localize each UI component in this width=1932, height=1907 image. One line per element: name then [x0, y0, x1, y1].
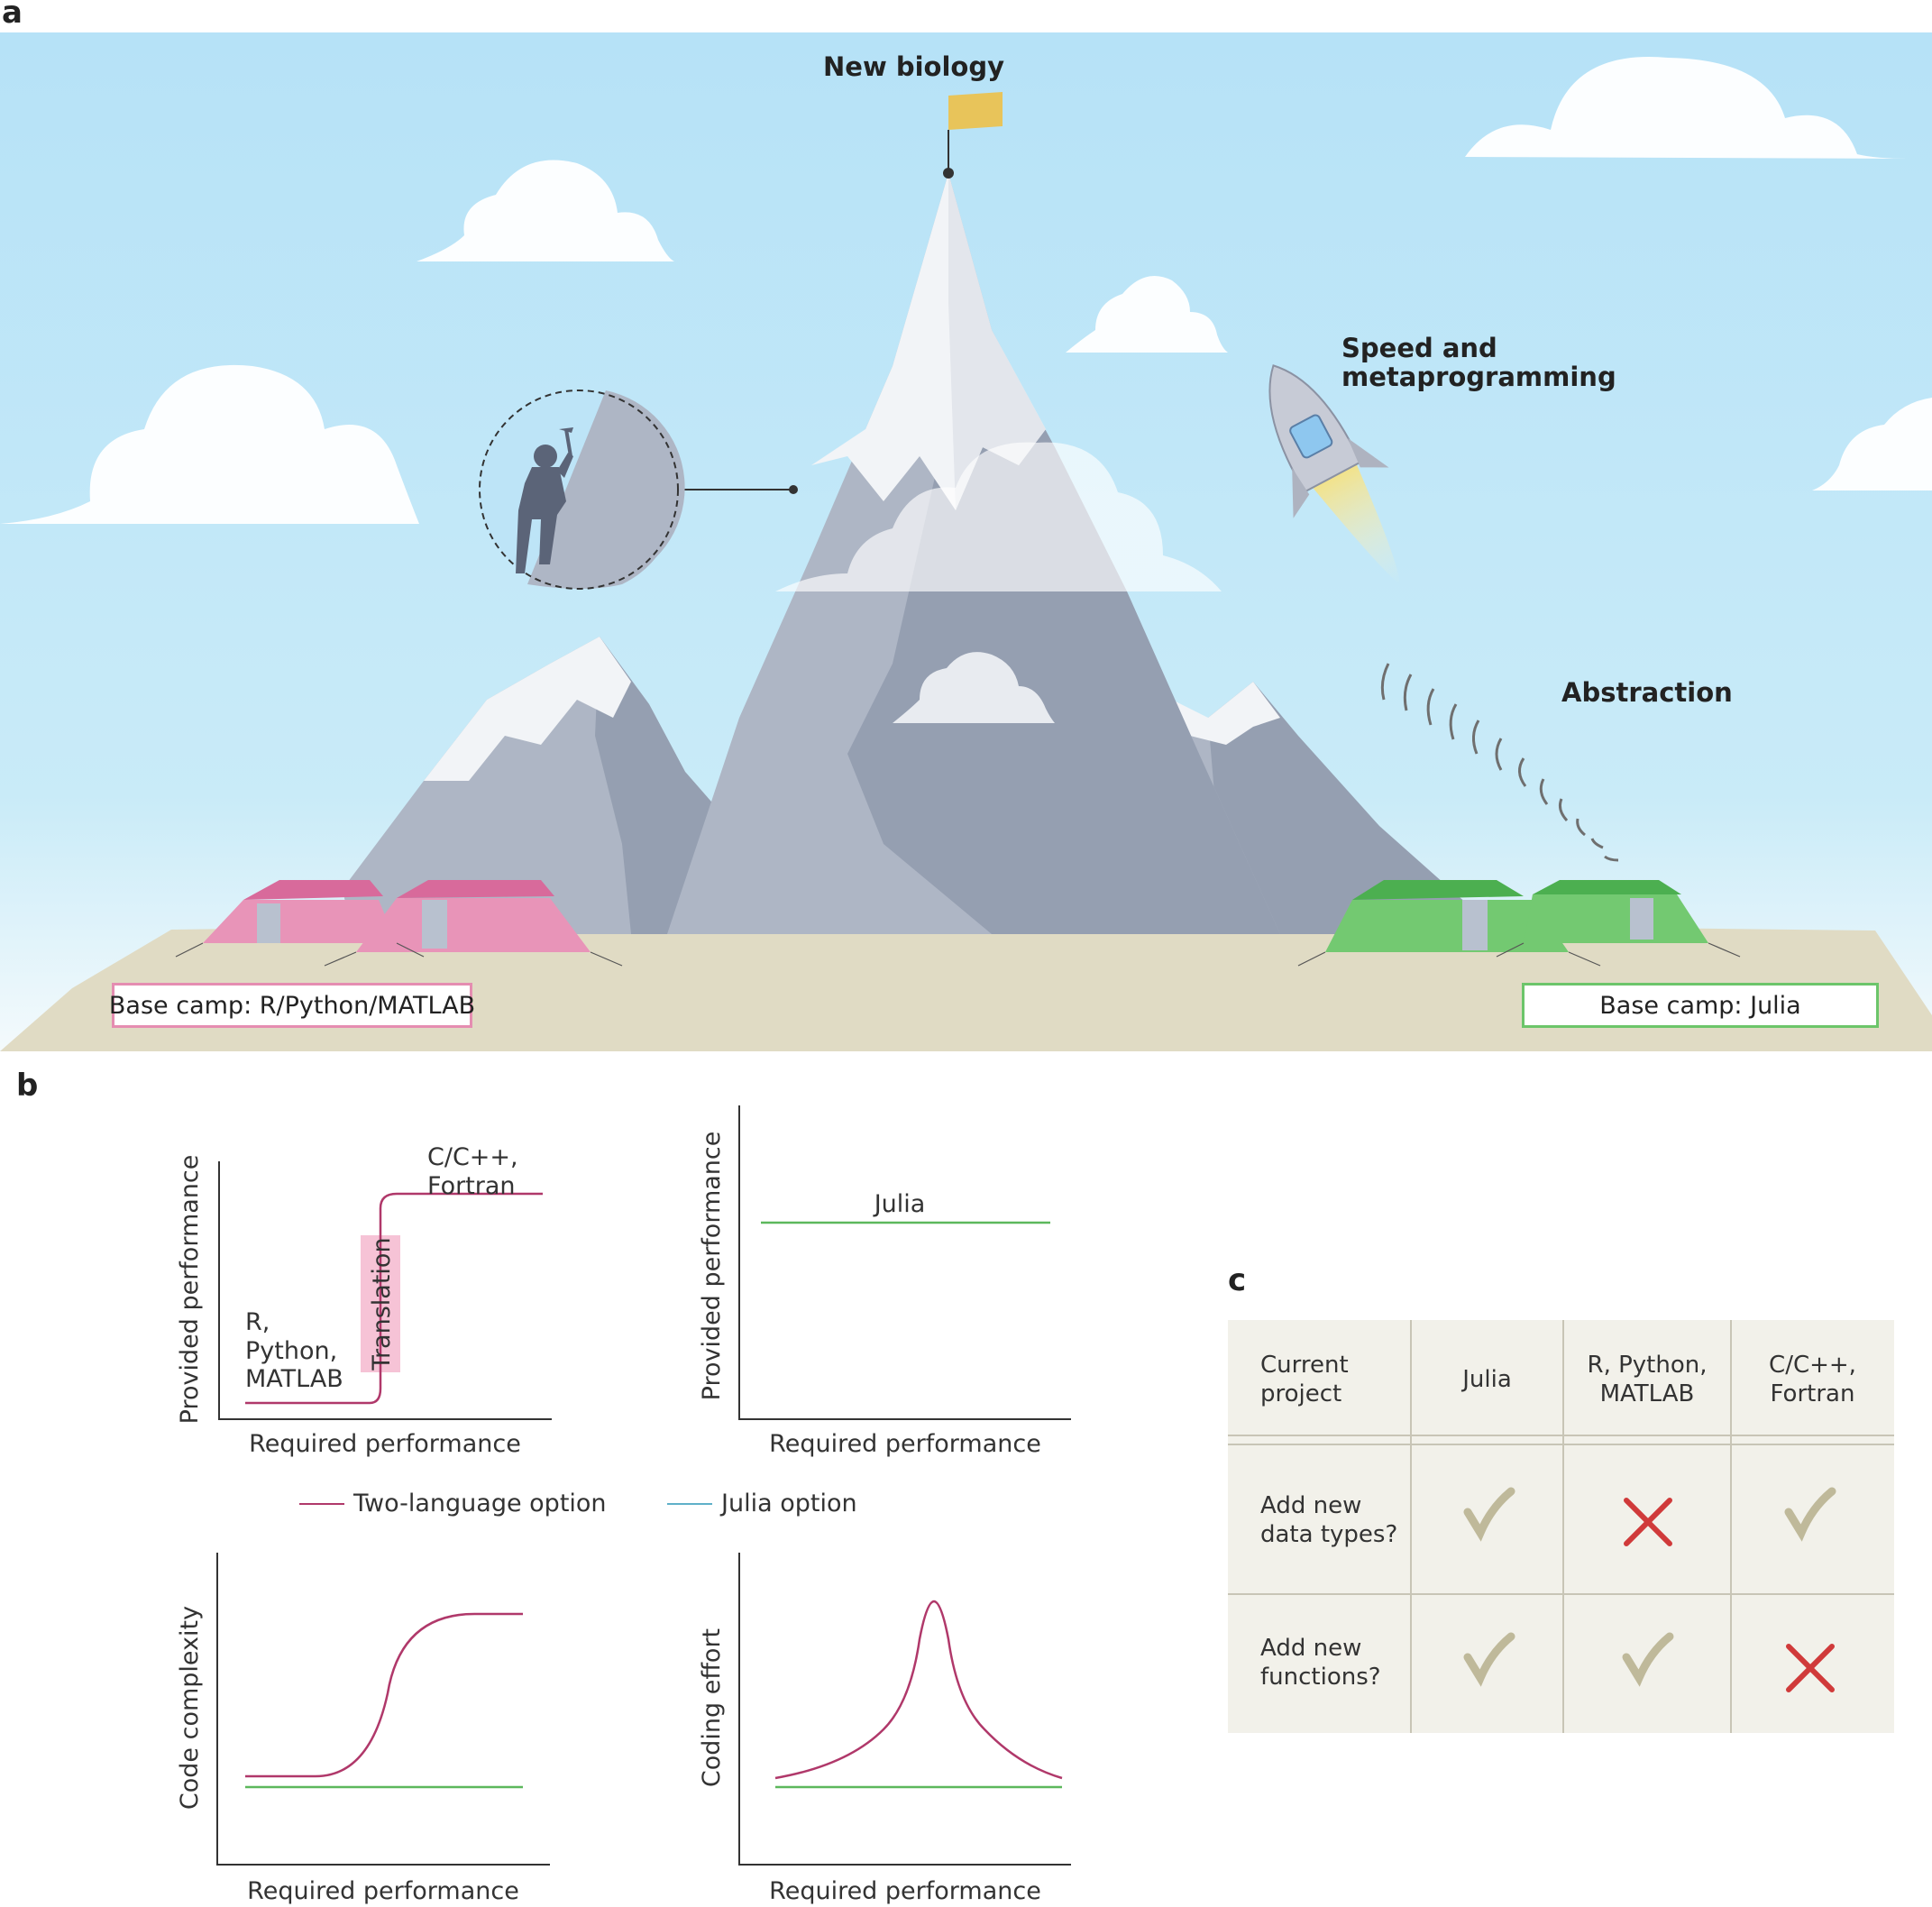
camp-left-label: Base camp: R/Python/MATLAB	[109, 983, 475, 1028]
plot-code-complexity: Required performance Code complexity	[171, 1549, 577, 1905]
tents-green	[1297, 880, 1741, 967]
header-rpy-line1: R, Python,	[1587, 1352, 1708, 1379]
header-cpp-line2: Fortran	[1770, 1380, 1855, 1407]
abstraction-label: Abstraction	[1561, 677, 1733, 708]
plot3-line-two-language	[245, 1612, 523, 1778]
plot1-low-line1: R,	[245, 1308, 270, 1336]
legend-swatch-two-language	[299, 1502, 344, 1505]
plot4-xlabel: Required performance	[769, 1877, 1041, 1905]
header-cpp-line1: C/C++,	[1769, 1352, 1856, 1379]
abstraction-waves	[1380, 663, 1619, 862]
climber-inset	[479, 390, 685, 590]
tents-pink	[175, 880, 623, 967]
plot-coding-effort: Required performance Coding effort	[694, 1549, 1082, 1905]
cloud-small-mountain	[893, 652, 1055, 723]
comparison-table: Current project Julia R, Python, MATLAB …	[1228, 1320, 1894, 1733]
rocket-label-line2: metaprogramming	[1341, 362, 1616, 392]
legend-label-julia: Julia option	[721, 1490, 857, 1517]
cloud-left	[0, 364, 419, 524]
plot2-julia-label: Julia	[873, 1190, 926, 1218]
plot4-ylabel: Coding effort	[698, 1628, 726, 1787]
plot1-low-line3: MATLAB	[245, 1365, 343, 1393]
plot2-ylabel: Provided performance	[698, 1132, 726, 1401]
plot1-high-line2: Fortran	[427, 1172, 516, 1200]
cloud-top-right	[1465, 57, 1909, 159]
mountain-illustration	[0, 32, 1932, 1051]
plot-two-language-performance: Required performance Provided performanc…	[171, 1143, 577, 1461]
row1-label-line2: data types?	[1260, 1521, 1398, 1548]
ground	[0, 925, 1932, 1051]
plot-julia-performance: Julia Required performance Provided perf…	[694, 1102, 1082, 1461]
plot1-xlabel: Required performance	[249, 1430, 521, 1458]
plot3-ylabel: Code complexity	[176, 1606, 204, 1810]
rocket-icon	[1268, 364, 1400, 584]
panel-letter-a: a	[2, 0, 23, 31]
legend-two-language: Two-language option	[299, 1490, 607, 1517]
row1-label-line1: Add new	[1260, 1492, 1362, 1519]
flag	[948, 92, 1003, 130]
row2-label-line1: Add new	[1260, 1635, 1362, 1662]
plot1-ylabel: Provided performance	[176, 1155, 204, 1425]
plot4-line-two-language	[774, 1600, 1063, 1780]
plot1-line	[245, 1192, 543, 1405]
plot3-axes	[216, 1553, 550, 1866]
panel-letter-b: b	[16, 1068, 39, 1104]
legend-julia: Julia option	[667, 1490, 857, 1517]
snow-left	[424, 637, 631, 781]
rocket-label-line1: Speed and	[1341, 333, 1497, 363]
plot2-axes	[738, 1105, 1071, 1420]
plot3-xlabel: Required performance	[247, 1877, 519, 1905]
plot1-high-line1: C/C++,	[427, 1143, 518, 1171]
climber-icon	[516, 427, 573, 573]
cloud-right-edge	[1812, 398, 1932, 491]
cloud-on-mountain	[775, 442, 1222, 591]
summit-label: New biology	[823, 51, 1004, 82]
legend-swatch-julia	[667, 1502, 712, 1505]
panel-letter-c: c	[1228, 1262, 1247, 1298]
check-icon-r1-cpp	[1784, 1487, 1836, 1542]
table-grid	[1228, 1320, 1894, 1733]
check-icon-r2-julia	[1463, 1632, 1515, 1687]
cross-icon-r2-cpp	[1786, 1644, 1835, 1692]
row2-label-line2: functions?	[1260, 1664, 1381, 1691]
plot1-low-line2: Python,	[245, 1337, 337, 1365]
plot1-translation-label: Translation	[368, 1237, 396, 1371]
plot1-axes	[218, 1161, 552, 1420]
header-project-line1: Current	[1260, 1352, 1349, 1379]
header-project-line2: project	[1260, 1380, 1342, 1407]
plot2-xlabel: Required performance	[769, 1430, 1041, 1458]
cloud-mid	[1066, 276, 1228, 353]
header-rpy-line2: MATLAB	[1599, 1380, 1695, 1407]
mountain-scene: New biology Speed and metaprogramming Ab…	[0, 32, 1932, 1051]
legend-label-two-language: Two-language option	[353, 1490, 607, 1517]
cross-icon-r1-rpy	[1624, 1498, 1672, 1546]
check-icon-r1-julia	[1463, 1487, 1515, 1542]
check-icon-r2-rpy	[1622, 1632, 1674, 1687]
header-julia: Julia	[1462, 1366, 1512, 1393]
camp-right-label: Base camp: Julia	[1522, 983, 1879, 1028]
cloud-group	[0, 57, 1932, 524]
cloud-small-top	[417, 160, 674, 261]
plot4-axes	[738, 1553, 1071, 1866]
